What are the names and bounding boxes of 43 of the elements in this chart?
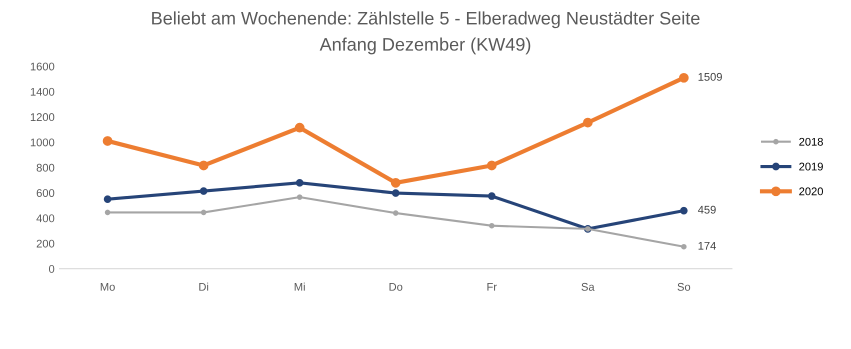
y-tick-label: 1000 (30, 138, 54, 146)
point (392, 210, 398, 216)
point (198, 160, 208, 170)
point (200, 210, 206, 216)
point (392, 189, 400, 197)
point (104, 210, 110, 216)
x-tick-label: So (678, 282, 690, 291)
point (104, 195, 112, 203)
x-tick-label: Mo (100, 283, 115, 291)
legend-label: 2018 (799, 138, 823, 146)
x-tick-label: Di (199, 282, 208, 291)
point (681, 244, 687, 250)
y-tick-label: 600 (36, 189, 54, 197)
data-label: 1509 (698, 72, 722, 81)
point (200, 187, 208, 195)
point (390, 178, 401, 188)
point (680, 206, 688, 214)
y-tick-label: 200 (36, 240, 54, 248)
point (486, 160, 497, 170)
data-label: 174 (698, 242, 716, 250)
y-tick-label: 400 (36, 214, 54, 222)
y-tick-label: 1200 (30, 113, 54, 122)
chart-title: Beliebt am Wochenende: Zählstelle 5 - Elberadweg Neustädter Seite (152, 11, 700, 28)
point (488, 192, 496, 200)
legend-label: 2020 (799, 187, 823, 196)
data-label: 459 (698, 206, 716, 214)
y-tick-label: 800 (36, 164, 54, 172)
point (296, 179, 304, 187)
x-tick-label: Fr (487, 283, 497, 291)
x-tick-label: Sa (582, 282, 595, 291)
point (296, 194, 302, 200)
y-tick-label: 0 (48, 264, 54, 273)
legend-label: 2019 (799, 162, 823, 171)
point (488, 222, 495, 228)
point (102, 136, 112, 146)
x-tick-label: Do (390, 283, 402, 291)
y-tick-label: 1600 (30, 62, 54, 70)
y-tick-label: 1400 (30, 88, 54, 96)
point (582, 118, 593, 128)
point (678, 72, 689, 83)
chart-subtitle: Anfang Dezember (KW49) (320, 38, 530, 54)
x-tick-label: Mi (294, 282, 305, 291)
point (294, 122, 305, 133)
